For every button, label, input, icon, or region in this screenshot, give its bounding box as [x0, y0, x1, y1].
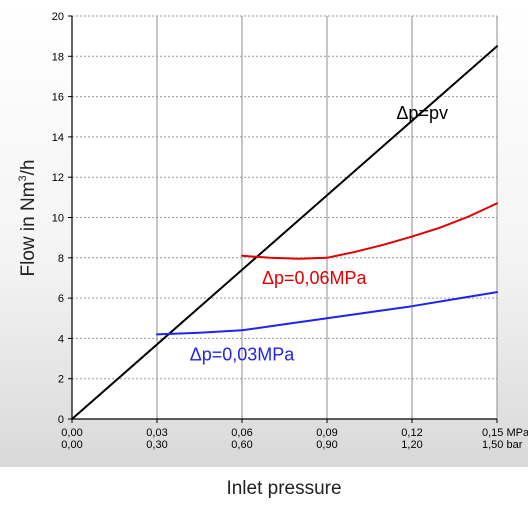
y-axis-title-main: Flow in Nm — [18, 181, 39, 276]
y-tick-label: 10 — [52, 213, 64, 225]
x-tick-label-mpa: 0,15 MPa — [482, 427, 528, 439]
y-tick-label: 18 — [52, 51, 64, 63]
series-label-2: Δp=0,03MPa — [190, 345, 296, 365]
x-tick-label-bar: 0,30 — [146, 439, 167, 451]
series-line-1 — [241, 202, 498, 260]
x-tick-label-mpa: 0,00 — [61, 427, 82, 439]
y-tick-label: 6 — [58, 293, 64, 305]
series-label-1: Δp=0,06MPa — [262, 268, 368, 288]
y-tick-label: 4 — [58, 333, 64, 345]
series-line-2 — [156, 291, 498, 336]
x-tick-label-mpa: 0,03 — [146, 427, 167, 439]
y-tick-label: 14 — [52, 132, 64, 144]
tick-labels: 0 2 4 6 8 10 12 14 16 18 20 0,000,00 0,030,30 0,060,6… — [52, 11, 528, 451]
y-tick-label: 2 — [58, 374, 64, 386]
y-axis-title-superscript: 3 — [17, 175, 29, 181]
series-line-0 — [71, 45, 498, 420]
y-tick-label: 20 — [52, 11, 64, 23]
y-axis-title: Flow in Nm3/h — [17, 160, 39, 277]
x-tick-label-bar: 1,50 bar — [482, 439, 523, 451]
series — [71, 45, 498, 420]
x-tick-label-bar: 0,00 — [61, 439, 82, 451]
x-tick-label-bar: 1,20 — [401, 439, 422, 451]
x-axis-title: Inlet pressure — [226, 478, 341, 499]
x-tick-label-mpa: 0,12 — [401, 427, 422, 439]
series-label-0: Δp=pv — [396, 103, 448, 123]
x-tick-label-bar: 0,60 — [231, 439, 252, 451]
x-tick-label-mpa: 0,09 — [316, 427, 337, 439]
series-labels: Δp=pv Δp=0,06MPa Δp=0,03MPa — [190, 103, 448, 365]
y-tick-label: 12 — [52, 172, 64, 184]
y-tick-label: 0 — [58, 414, 64, 426]
y-tick-label: 8 — [58, 253, 64, 265]
x-tick-label-bar: 0,90 — [316, 439, 337, 451]
grid — [72, 15, 498, 419]
x-tick-label-mpa: 0,06 — [231, 427, 252, 439]
y-tick-label: 16 — [52, 92, 64, 104]
y-axis-title-suffix: /h — [18, 160, 39, 176]
